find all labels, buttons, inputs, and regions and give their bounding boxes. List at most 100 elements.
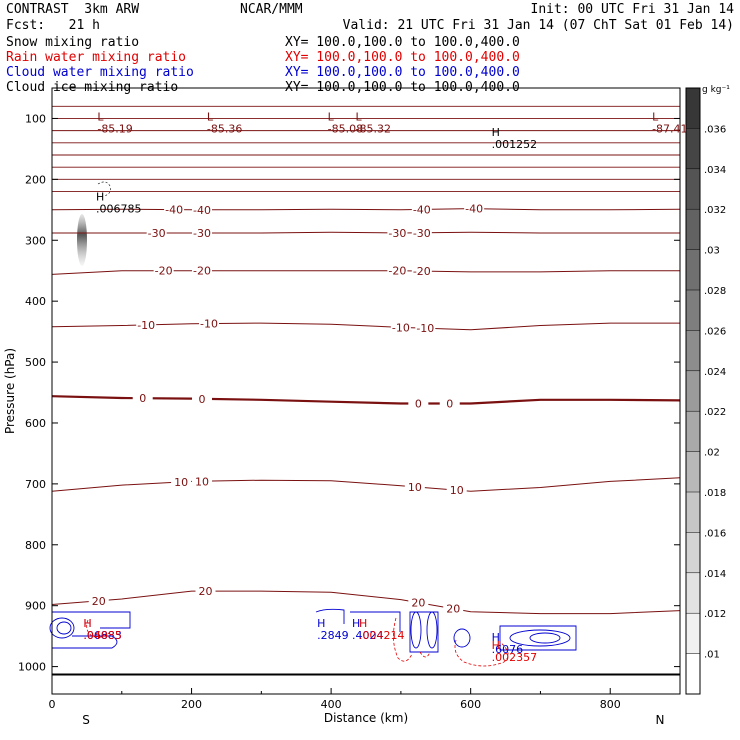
colorbar-bin	[686, 330, 700, 371]
isotherm-label: -40	[413, 203, 431, 216]
isotherm-label-bg	[132, 392, 153, 404]
cloud-contour-left	[52, 611, 131, 649]
isotherm-label: -30	[388, 227, 406, 240]
colorbar-bin	[686, 249, 700, 290]
y-tick-label: 700	[25, 478, 46, 491]
extremum-l-marker: L	[356, 111, 363, 124]
extremum-value: -87.41	[652, 123, 687, 136]
y-tick-label: 200	[25, 173, 46, 186]
extremum-h-marker: H	[359, 617, 367, 630]
field-rain-xy: XY= 100.0,100.0 to 100.0,400.0	[285, 50, 520, 65]
isotherm-label: -20	[193, 265, 211, 278]
colorbar-bin	[686, 411, 700, 452]
x-tick-label: 400	[321, 698, 342, 711]
isotherm-label-bg	[387, 264, 408, 276]
extremum-value: -85.08	[328, 123, 363, 136]
extremum-value: .06883	[83, 629, 122, 642]
init-time: Init: 00 UTC Fri 31 Jan 14	[530, 2, 735, 17]
isotherm-label-bg	[192, 264, 213, 276]
extremum-value: .001252	[492, 138, 537, 151]
isotherm-label-bg	[443, 602, 464, 614]
colorbar-bin	[686, 128, 700, 169]
isotherm-label: 20	[199, 585, 213, 598]
extremum-h-marker: H	[83, 617, 91, 630]
isotherm-label: 20	[92, 595, 106, 608]
isobar-lines	[52, 105, 680, 192]
extremum-value: .4024	[352, 629, 384, 642]
y-tick-label: 600	[25, 417, 46, 430]
extremum-l-marker: L	[207, 111, 214, 124]
extremum-l-marker: L	[652, 111, 659, 124]
cloud-core-right	[509, 629, 571, 647]
extremum-value: .6076	[492, 643, 523, 656]
colorbar-label: .02	[704, 448, 720, 459]
isotherm-label-bg	[146, 226, 167, 238]
extremum-h-marker: H	[492, 126, 500, 139]
forecast-hour: Fcst: 21 h	[6, 18, 100, 33]
isotherm-label-bg	[415, 322, 436, 334]
colorbar-label: .028	[704, 286, 726, 297]
isotherm-label-bg	[439, 397, 460, 409]
colorbar-label: .018	[704, 488, 726, 499]
rain-contour-right	[454, 639, 509, 667]
y-axis-label: Pressure (hPa)	[3, 348, 17, 434]
extremum-h-marker: H	[492, 631, 500, 644]
snow-plume	[77, 214, 87, 266]
y-tick-label: 500	[25, 356, 46, 369]
y-tick-label: 800	[25, 539, 46, 552]
isotherm-label: -10	[200, 318, 218, 331]
colorbar-label: .032	[704, 205, 726, 216]
isotherm-label: -10	[137, 319, 155, 332]
extremum-h-marker: H	[492, 639, 500, 652]
isotherm-label: -10	[416, 322, 434, 335]
rain-contour-left	[86, 619, 111, 638]
contour-labels: -40 -40 -40 -40-30 -30 -30 -30-20 -20 -20 -20-10-…	[83, 111, 687, 664]
colorbar-frame	[685, 87, 701, 695]
colorbar: .01 .012 .014 .016 .018 .02 .022 .024 .026 .028 .0…	[685, 85, 730, 695]
colorbar-label: .022	[704, 407, 726, 418]
extremum-value: -85.19	[97, 123, 132, 136]
isotherm-label-bg	[199, 317, 219, 329]
title-center: NCAR/MMM	[240, 2, 303, 17]
isotherm-label: 0	[415, 397, 422, 410]
north-label: N	[656, 713, 665, 727]
x-tick-label: 0	[49, 698, 56, 711]
snow-shading	[77, 181, 111, 266]
colorbar-label: .026	[704, 326, 726, 337]
isotherm-label-bg	[88, 594, 109, 606]
extremum-value: .002357	[492, 651, 537, 664]
isotherm-label-bg	[464, 202, 485, 214]
isotherm-label-bg	[164, 203, 185, 215]
extremum-value: .006785	[96, 203, 141, 216]
y-tick-label: 400	[25, 295, 46, 308]
cloud-core-left	[49, 617, 75, 639]
isotherm-label-bg	[411, 226, 432, 238]
colorbar-bin	[686, 209, 700, 250]
colorbar-label: .014	[704, 569, 726, 580]
cloud-core-mid-a	[410, 611, 422, 649]
isotherm--40	[51, 208, 681, 211]
colorbar-bin	[686, 653, 700, 694]
colorbar-bin	[686, 613, 700, 654]
colorbar-label: .03	[704, 246, 720, 257]
y-tick-label: 1000	[18, 661, 46, 674]
isotherm--10	[51, 322, 680, 331]
x-tick-label: 800	[600, 698, 621, 711]
colorbar-label: .016	[704, 528, 726, 539]
y-tick-label: 900	[25, 600, 46, 613]
snow-contour	[97, 181, 111, 197]
extremum-h-marker: H	[96, 191, 104, 204]
isotherm-0	[51, 395, 681, 405]
extremum-h-marker: H	[352, 617, 360, 630]
cloud-core-right-inner	[529, 632, 561, 644]
extremum-value: .2849	[317, 629, 349, 642]
x-tick-label: 200	[181, 698, 202, 711]
extremum-value: .004214	[359, 629, 405, 642]
valid-time: Valid: 21 UTC Fri 31 Jan 14 (07 ChT Sat …	[342, 18, 734, 33]
title-left: CONTRAST 3km ARW	[6, 2, 140, 17]
extremum-value: -85.36	[207, 123, 242, 136]
isotherm-label: 0	[446, 397, 453, 410]
isotherm-label: -30	[148, 227, 166, 240]
colorbar-bin	[686, 168, 700, 210]
y-tick-label: 100	[25, 112, 46, 125]
